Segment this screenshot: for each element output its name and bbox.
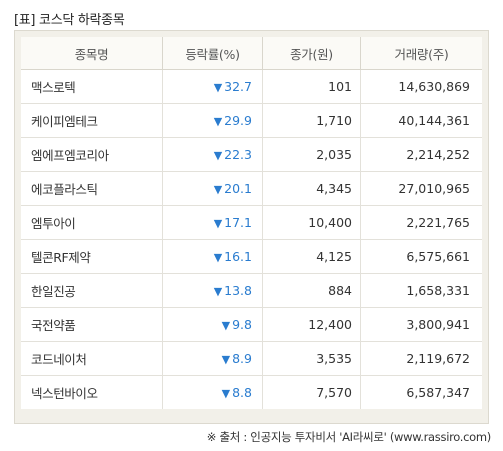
table-row: 한일진공 ▼ 13.8 884 1,658,331	[21, 274, 482, 308]
down-arrow-icon: ▼	[213, 183, 223, 196]
closing-price: 101	[263, 70, 361, 104]
closing-price: 1,710	[263, 104, 361, 138]
down-arrow-icon: ▼	[213, 81, 223, 94]
table-row: 국전약품 ▼ 9.8 12,400 3,800,941	[21, 308, 482, 342]
change-rate: ▼ 32.7	[163, 70, 263, 104]
rate-value: 8.9	[232, 351, 252, 366]
trade-volume: 2,214,252	[361, 138, 482, 172]
down-arrow-icon: ▼	[221, 387, 231, 400]
change-rate: ▼ 20.1	[163, 172, 263, 206]
header-volume: 거래량(주)	[361, 37, 482, 70]
change-rate: ▼ 29.9	[163, 104, 263, 138]
stock-name: 엠투아이	[21, 206, 163, 240]
table-row: 맥스로텍 ▼ 32.7 101 14,630,869	[21, 70, 482, 104]
trade-volume: 3,800,941	[361, 308, 482, 342]
table-row: 에코플라스틱 ▼ 20.1 4,345 27,010,965	[21, 172, 482, 206]
closing-price: 884	[263, 274, 361, 308]
page-title: [표] 코스닥 하락종목	[14, 13, 125, 28]
table-row: 엠투아이 ▼ 17.1 10,400 2,221,765	[21, 206, 482, 240]
rate-value: 9.8	[232, 317, 252, 332]
rate-value: 20.1	[224, 181, 252, 196]
rate-value: 16.1	[224, 249, 252, 264]
rate-value: 22.3	[224, 147, 252, 162]
change-rate: ▼ 8.9	[163, 342, 263, 376]
stock-name: 맥스로텍	[21, 70, 163, 104]
closing-price: 4,345	[263, 172, 361, 206]
trade-volume: 2,119,672	[361, 342, 482, 376]
stock-name: 엠에프엠코리아	[21, 138, 163, 172]
stock-name: 케이피엠테크	[21, 104, 163, 138]
closing-price: 10,400	[263, 206, 361, 240]
change-rate: ▼ 8.8	[163, 376, 263, 409]
table-row: 케이피엠테크 ▼ 29.9 1,710 40,144,361	[21, 104, 482, 138]
table-row: 넥스턴바이오 ▼ 8.8 7,570 6,587,347	[21, 376, 482, 409]
table-frame: 종목명 등락률(%) 종가(원) 거래량(주) 맥스로텍 ▼ 32.7 101 1…	[14, 30, 489, 424]
trade-volume: 14,630,869	[361, 70, 482, 104]
down-arrow-icon: ▼	[213, 285, 223, 298]
header-rate: 등락률(%)	[163, 37, 263, 70]
change-rate: ▼ 22.3	[163, 138, 263, 172]
header-name: 종목명	[21, 37, 163, 70]
change-rate: ▼ 17.1	[163, 206, 263, 240]
stock-name: 넥스턴바이오	[21, 376, 163, 409]
trade-volume: 6,587,347	[361, 376, 482, 409]
down-arrow-icon: ▼	[213, 115, 223, 128]
closing-price: 4,125	[263, 240, 361, 274]
table-row: 텔콘RF제약 ▼ 16.1 4,125 6,575,661	[21, 240, 482, 274]
down-arrow-icon: ▼	[213, 217, 223, 230]
closing-price: 3,535	[263, 342, 361, 376]
change-rate: ▼ 16.1	[163, 240, 263, 274]
closing-price: 12,400	[263, 308, 361, 342]
trade-volume: 27,010,965	[361, 172, 482, 206]
stock-name: 국전약품	[21, 308, 163, 342]
stock-name: 코드네이처	[21, 342, 163, 376]
stock-name: 에코플라스틱	[21, 172, 163, 206]
trade-volume: 2,221,765	[361, 206, 482, 240]
table-header-row: 종목명 등락률(%) 종가(원) 거래량(주)	[21, 37, 482, 70]
closing-price: 7,570	[263, 376, 361, 409]
change-rate: ▼ 13.8	[163, 274, 263, 308]
stock-name: 텔콘RF제약	[21, 240, 163, 274]
down-arrow-icon: ▼	[213, 251, 223, 264]
change-rate: ▼ 9.8	[163, 308, 263, 342]
trade-volume: 6,575,661	[361, 240, 482, 274]
header-price: 종가(원)	[263, 37, 361, 70]
trade-volume: 1,658,331	[361, 274, 482, 308]
rate-value: 17.1	[224, 215, 252, 230]
stock-table: 종목명 등락률(%) 종가(원) 거래량(주) 맥스로텍 ▼ 32.7 101 1…	[21, 37, 482, 409]
stock-name: 한일진공	[21, 274, 163, 308]
rate-value: 13.8	[224, 283, 252, 298]
source-note: ※ 출처 : 인공지능 투자비서 'AI라씨로' (www.rassiro.co…	[206, 430, 492, 444]
rate-value: 8.8	[232, 385, 252, 400]
trade-volume: 40,144,361	[361, 104, 482, 138]
table-row: 엠에프엠코리아 ▼ 22.3 2,035 2,214,252	[21, 138, 482, 172]
closing-price: 2,035	[263, 138, 361, 172]
down-arrow-icon: ▼	[213, 149, 223, 162]
rate-value: 29.9	[224, 113, 252, 128]
down-arrow-icon: ▼	[221, 319, 231, 332]
rate-value: 32.7	[224, 79, 252, 94]
down-arrow-icon: ▼	[221, 353, 231, 366]
table-row: 코드네이처 ▼ 8.9 3,535 2,119,672	[21, 342, 482, 376]
